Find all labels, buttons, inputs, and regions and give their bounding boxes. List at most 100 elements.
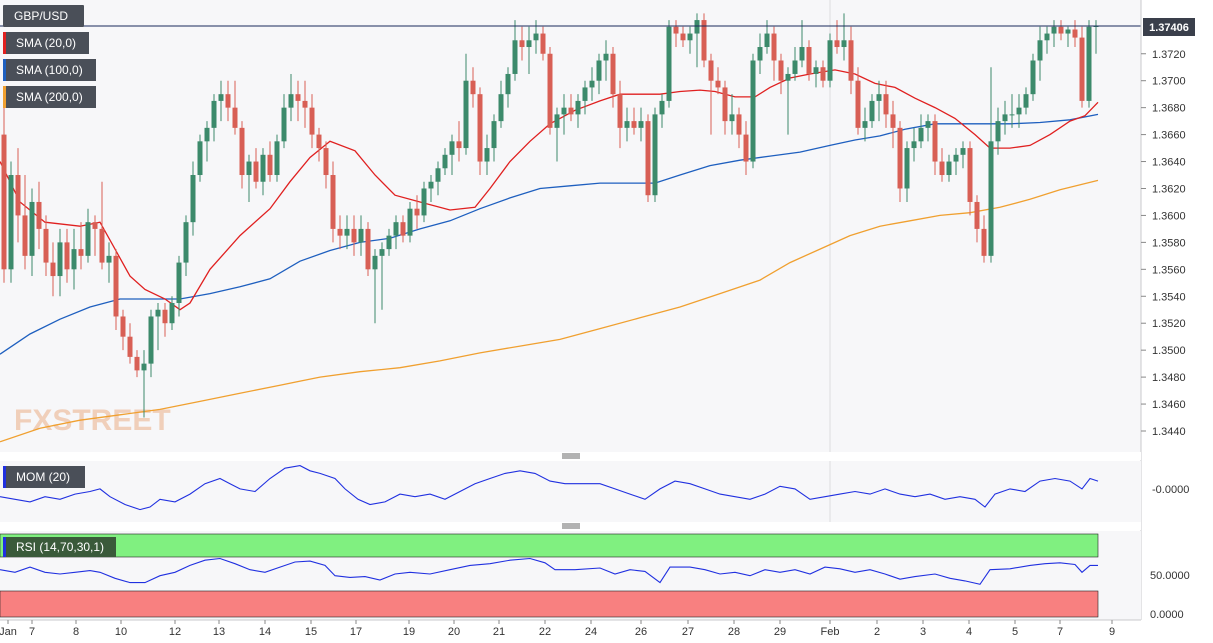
bullish-candle	[421, 181, 427, 223]
candle-body	[869, 100, 875, 122]
sma20-label-text: SMA (20,0)	[16, 36, 76, 50]
candle-body	[274, 141, 280, 176]
price-tick-label: 1.3520	[1152, 318, 1186, 330]
candle-body	[498, 94, 504, 122]
bullish-candle	[799, 20, 805, 68]
bearish-candle	[848, 26, 854, 95]
sma200-label[interactable]: SMA (200,0)	[3, 86, 96, 108]
candle-body	[36, 201, 42, 229]
bullish-candle	[183, 215, 189, 277]
price-tick-label: 1.3660	[1152, 130, 1186, 142]
bullish-candle	[960, 141, 966, 169]
time-tick-label: 2	[874, 626, 880, 638]
candle-body	[582, 87, 588, 101]
price-tick-label: 1.3640	[1152, 157, 1186, 169]
bullish-candle	[211, 94, 217, 142]
candle-body	[736, 114, 742, 135]
bearish-candle	[400, 215, 406, 243]
bullish-candle	[218, 80, 224, 122]
candle-body	[50, 262, 56, 277]
candle-body	[652, 114, 658, 196]
candles	[1, 13, 1099, 418]
candle-body	[148, 316, 154, 364]
mom-line	[0, 465, 1099, 511]
mom-label[interactable]: MOM (20)	[3, 466, 85, 488]
time-tick-label: 20	[448, 626, 460, 638]
bearish-candle	[239, 121, 245, 189]
bearish-candle	[253, 148, 259, 189]
bullish-candle	[435, 161, 441, 196]
bearish-candle	[92, 215, 98, 256]
bullish-candle	[281, 94, 287, 149]
bullish-candle	[1009, 94, 1015, 128]
bearish-candle	[470, 67, 476, 108]
bullish-candle	[750, 53, 756, 169]
candle-body	[197, 141, 203, 176]
time-axis-ticks: Jan 7 8 10 12 13 14 15 17 19 20 21 22 24 26 27 28 29 Feb 2 3…	[0, 620, 1115, 638]
price-tick-label: 1.3680	[1152, 103, 1186, 115]
rsi-label[interactable]: RSI (14,70,30,1)	[3, 537, 116, 557]
bearish-candle	[36, 181, 42, 250]
bullish-candle	[925, 114, 931, 142]
bullish-candle	[596, 53, 602, 95]
candle-body	[400, 222, 406, 236]
candle-body	[659, 100, 665, 115]
time-tick-label: 10	[115, 626, 127, 638]
candle-body	[953, 154, 959, 162]
candle-body	[764, 33, 770, 48]
candle-body	[680, 33, 686, 41]
candle-body	[883, 94, 889, 115]
bullish-candle	[953, 148, 959, 176]
bullish-candle	[260, 148, 266, 196]
panel-resize-handle-2[interactable]	[0, 522, 1141, 530]
bearish-candle	[78, 222, 84, 270]
candle-body	[211, 100, 217, 128]
sma20-label[interactable]: SMA (20,0)	[3, 32, 89, 54]
candle-body	[456, 141, 462, 149]
bullish-candle	[792, 47, 798, 81]
sma20-line	[0, 69, 1099, 311]
candle-body	[792, 60, 798, 74]
candle-body	[309, 107, 315, 135]
candle-body	[610, 53, 616, 95]
bearish-candle	[337, 215, 343, 250]
candle-body	[281, 107, 287, 142]
candle-body	[946, 161, 952, 176]
rsi-axis-tick-50: 50.0000	[1150, 570, 1190, 582]
candle-body	[302, 100, 308, 108]
candle-body	[8, 175, 14, 270]
time-tick-label: 29	[774, 626, 786, 638]
time-tick-label: 19	[403, 626, 415, 638]
candle-body	[729, 114, 735, 122]
candle-body	[701, 20, 707, 61]
candle-body	[554, 114, 560, 128]
bullish-candle	[197, 134, 203, 182]
bearish-candle	[43, 215, 49, 277]
bearish-candle	[15, 148, 21, 243]
bullish-candle	[862, 107, 868, 142]
candle-body	[1009, 114, 1015, 116]
candle-body	[505, 73, 511, 95]
candle-body	[813, 67, 819, 74]
bearish-candle	[568, 94, 574, 122]
bullish-candle	[85, 208, 91, 263]
bullish-candle	[827, 33, 833, 88]
candle-body	[204, 127, 210, 142]
bearish-candle	[1, 107, 7, 283]
bearish-candle	[64, 228, 70, 283]
symbol-label[interactable]: GBP/USD	[3, 5, 84, 27]
bearish-candle	[897, 121, 903, 202]
candle-body	[904, 148, 910, 189]
candle-body	[1065, 29, 1071, 34]
sma100-label[interactable]: SMA (100,0)	[3, 59, 96, 81]
last-price-value: 1.37406	[1149, 22, 1189, 34]
candle-body	[155, 309, 161, 317]
bullish-candle	[904, 141, 910, 202]
candle-body	[106, 255, 112, 263]
bullish-candle	[463, 53, 469, 155]
candle-body	[1051, 26, 1057, 34]
time-tick-label: 26	[635, 626, 647, 638]
panel-resize-handle-1[interactable]	[0, 452, 1141, 460]
bullish-candle	[946, 154, 952, 182]
